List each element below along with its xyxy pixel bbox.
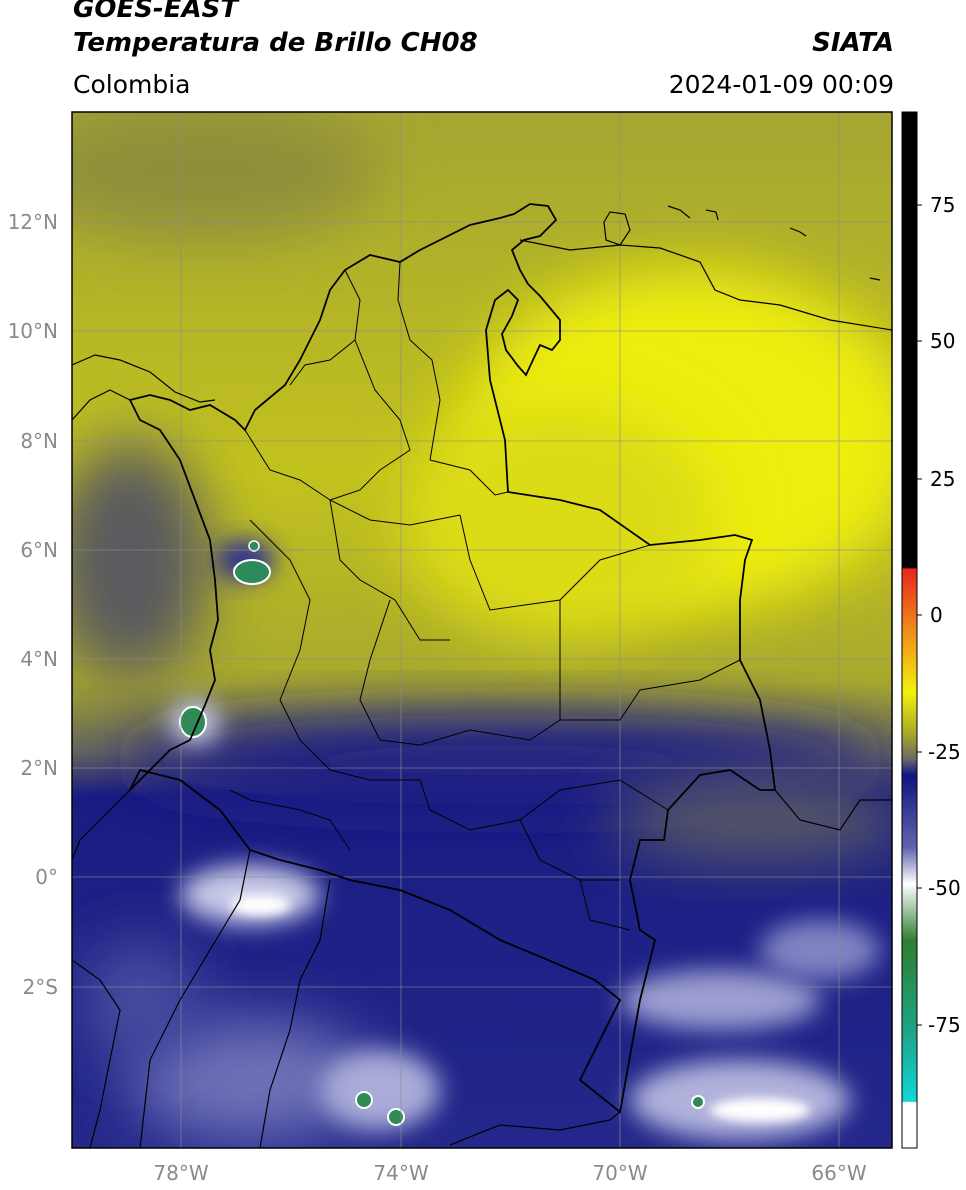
lat-label: 2°N <box>20 756 58 780</box>
department-boundaries <box>229 261 741 931</box>
satellite-title: GOES-EAST <box>73 0 239 24</box>
colorbar-tick: 75 <box>930 193 955 217</box>
colorbar-gradient <box>902 112 917 1148</box>
colorbar-tick: -50 <box>928 876 961 900</box>
lat-label: 6°N <box>20 538 58 562</box>
lon-label: 78°W <box>153 1161 208 1185</box>
colorbar-tick: -25 <box>928 740 961 764</box>
colorbar-frame <box>901 111 918 1149</box>
colorbar-tick: -75 <box>928 1013 961 1037</box>
lat-label: 8°N <box>20 429 58 453</box>
lat-label: 12°N <box>8 210 58 234</box>
region-label: Colombia <box>73 70 191 99</box>
timestamp-label: 2024-01-09 00:09 <box>668 70 894 99</box>
colorbar-tick: 0 <box>930 603 943 627</box>
lon-label: 66°W <box>811 1161 866 1185</box>
product-title: Temperatura de Brillo CH08 <box>73 28 478 58</box>
neighbor-borders <box>72 205 892 1148</box>
lon-label: 70°W <box>592 1161 647 1185</box>
longitude-labels: 78°W 74°W 70°W 66°W <box>153 1161 866 1185</box>
lat-label: 4°N <box>20 647 58 671</box>
latitude-labels: 12°N 10°N 8°N 6°N 4°N 2°N 0° 2°S <box>8 210 58 999</box>
colorbar: 75 50 25 0 -25 -50 -75 <box>901 111 961 1149</box>
brightness-temperature-field <box>72 112 892 1148</box>
lat-label: 10°N <box>8 319 58 343</box>
colorbar-tick: 25 <box>930 467 955 491</box>
colorbar-tick: 50 <box>930 329 955 353</box>
lon-label: 74°W <box>373 1161 428 1185</box>
map-frame <box>71 111 893 1149</box>
lat-label: 0° <box>35 865 58 889</box>
brand-label: SIATA <box>812 28 894 58</box>
lat-label: 2°S <box>23 975 58 999</box>
